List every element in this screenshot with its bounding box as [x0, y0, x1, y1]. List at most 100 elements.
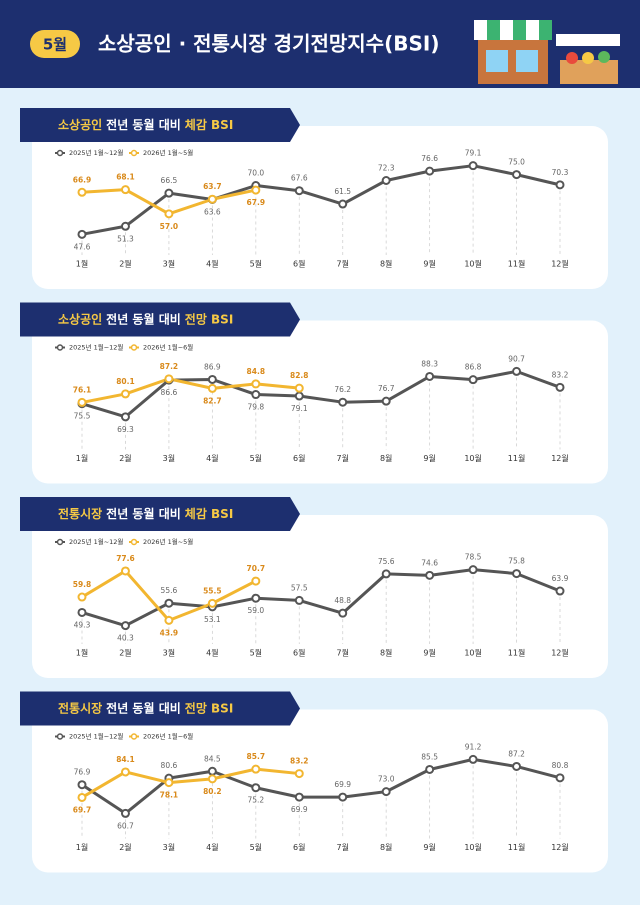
- data-point: [468, 565, 478, 575]
- data-label: 85.5: [421, 752, 438, 761]
- legend-swatch-dot: [130, 733, 138, 740]
- x-tick-label: 6월: [293, 842, 305, 852]
- series-line: [81, 757, 561, 815]
- data-point: [207, 374, 217, 384]
- data-label: 83.2: [290, 757, 309, 766]
- data-point: [77, 792, 87, 802]
- data-label: 49.3: [74, 620, 91, 629]
- legend-label: 2026년 1월~6월: [143, 343, 193, 352]
- data-point: [338, 792, 348, 802]
- data-label: 90.7: [508, 354, 525, 363]
- data-label: 76.9: [74, 768, 91, 777]
- x-tick-label: 8월: [380, 453, 392, 463]
- data-label: 86.9: [204, 362, 221, 371]
- x-tick-label: 8월: [380, 259, 392, 269]
- card: [32, 709, 608, 873]
- data-point: [77, 229, 87, 239]
- data-point: [425, 371, 435, 381]
- data-point: [120, 412, 130, 422]
- x-tick-label: 6월: [293, 453, 305, 463]
- data-label: 69.7: [73, 805, 92, 814]
- data-label: 57.5: [291, 583, 308, 592]
- data-label: 70.7: [247, 564, 266, 573]
- series-line: [81, 767, 300, 799]
- data-point: [251, 593, 261, 603]
- data-point: [381, 176, 391, 185]
- x-tick-label: 5월: [250, 453, 262, 463]
- title-part: 전년 동월 대비: [106, 311, 181, 326]
- data-point: [120, 566, 130, 576]
- legend-label: 2025년 1월~12월: [69, 732, 123, 741]
- title-part: 전년 동월 대비: [106, 700, 181, 715]
- data-point: [294, 186, 304, 196]
- data-label: 66.9: [73, 175, 92, 184]
- data-label: 87.2: [160, 362, 179, 371]
- data-label: 74.6: [421, 558, 438, 567]
- data-point: [120, 185, 130, 195]
- data-point: [164, 778, 174, 788]
- data-point: [77, 397, 87, 407]
- data-point: [555, 180, 565, 190]
- data-label: 80.8: [552, 761, 569, 770]
- x-tick-label: 12월: [551, 453, 569, 463]
- series-line: [81, 377, 300, 404]
- title-part: 전년 동월 대비: [106, 117, 181, 132]
- title-part: 소상공인: [58, 117, 102, 132]
- data-point: [251, 185, 261, 195]
- data-label: 51.3: [117, 234, 134, 243]
- data-point: [164, 615, 174, 625]
- data-label: 63.6: [204, 207, 221, 216]
- card: [32, 515, 608, 678]
- data-point: [207, 774, 217, 784]
- legend-swatch-dot: [56, 538, 64, 546]
- data-point: [294, 383, 304, 393]
- x-tick-label: 9월: [423, 648, 435, 658]
- x-tick-label: 11월: [508, 648, 526, 658]
- x-tick-label: 7월: [337, 453, 349, 463]
- legend-swatch-dot: [56, 344, 64, 351]
- data-point: [251, 764, 261, 774]
- legend-swatch-dot: [130, 538, 138, 546]
- data-point: [338, 199, 348, 209]
- x-tick-label: 10월: [464, 648, 482, 658]
- x-tick-label: 3월: [163, 648, 175, 658]
- x-tick-label: 7월: [337, 259, 349, 269]
- legend-label: 2025년 1월~12월: [69, 537, 123, 546]
- data-point: [120, 621, 130, 631]
- data-point: [77, 187, 87, 197]
- legend-label: 2026년 1월~6월: [143, 732, 193, 741]
- data-label: 85.7: [247, 752, 266, 761]
- x-tick-label: 11월: [508, 453, 526, 463]
- data-label: 59.8: [73, 580, 92, 589]
- x-tick-label: 3월: [163, 259, 175, 269]
- data-point: [468, 754, 478, 764]
- data-label: 78.1: [160, 791, 179, 800]
- data-point: [207, 194, 217, 204]
- data-point: [512, 170, 522, 180]
- title-part: 전망 BSI: [185, 700, 234, 715]
- x-tick-label: 2월: [119, 842, 131, 852]
- x-tick-label: 11월: [508, 842, 526, 852]
- x-tick-label: 4월: [206, 453, 218, 463]
- data-label: 76.1: [73, 385, 92, 394]
- x-tick-label: 8월: [380, 648, 392, 658]
- data-label: 87.2: [508, 749, 525, 758]
- x-tick-label: 2월: [119, 453, 131, 463]
- x-tick-label: 9월: [423, 453, 435, 463]
- series-line: [81, 369, 561, 419]
- data-label: 75.8: [508, 557, 525, 566]
- data-point: [555, 586, 565, 596]
- data-label: 77.6: [116, 554, 135, 563]
- legend-swatch-dot: [130, 344, 138, 351]
- data-point: [381, 569, 391, 579]
- title-part: 전통시장: [58, 700, 102, 715]
- legend-label: 2025년 1월~12월: [69, 148, 123, 157]
- data-point: [251, 379, 261, 389]
- data-label: 79.8: [247, 403, 264, 412]
- data-label: 80.1: [116, 377, 135, 386]
- data-point: [164, 209, 174, 219]
- x-tick-label: 6월: [293, 259, 305, 269]
- title-part: 체감 BSI: [185, 117, 234, 132]
- chart-panel: 전통시장 전년 동월 대비 체감 BSI 1월 2월 3월 4월 5월 6월 7월 8월 9월 10월 1…: [20, 497, 608, 678]
